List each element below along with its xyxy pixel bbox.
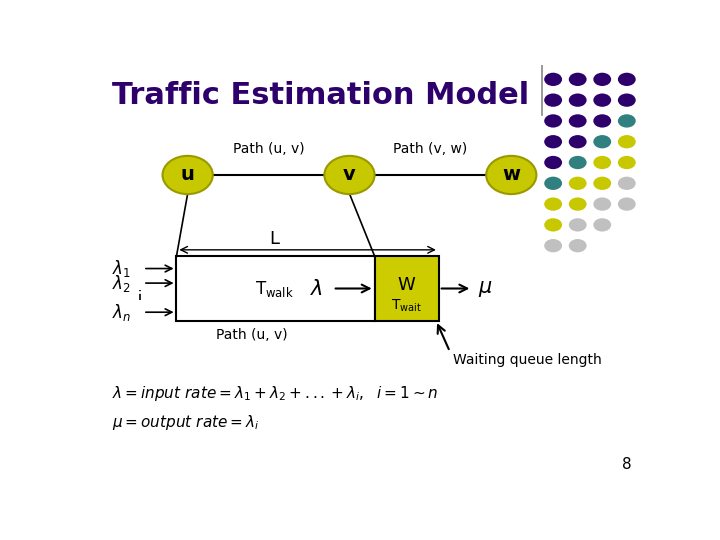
Circle shape: [544, 239, 562, 252]
Circle shape: [569, 218, 587, 232]
Ellipse shape: [163, 156, 213, 194]
Text: $\lambda_2$: $\lambda_2$: [112, 273, 131, 294]
Circle shape: [618, 156, 636, 169]
Circle shape: [544, 218, 562, 232]
Bar: [176, 256, 374, 321]
Circle shape: [544, 177, 562, 190]
Text: T$_{\mathregular{walk}}$: T$_{\mathregular{walk}}$: [255, 279, 294, 299]
Text: v: v: [343, 165, 356, 185]
Circle shape: [544, 135, 562, 148]
Circle shape: [569, 177, 587, 190]
Text: Traffic Estimation Model: Traffic Estimation Model: [112, 82, 530, 111]
Circle shape: [569, 198, 587, 211]
Text: $\lambda_1$: $\lambda_1$: [112, 258, 131, 279]
Circle shape: [544, 73, 562, 86]
Text: Path (u, v): Path (u, v): [216, 328, 287, 342]
Circle shape: [569, 135, 587, 148]
Circle shape: [593, 218, 611, 232]
Text: $\mu$: $\mu$: [478, 279, 492, 299]
Text: $\lambda = input\ rate = \lambda_1 + \lambda_2 + ... + \lambda_i,\ \ i = 1 \sim : $\lambda = input\ rate = \lambda_1 + \la…: [112, 384, 439, 403]
Text: Path (u, v): Path (u, v): [233, 142, 305, 156]
Text: W: W: [397, 276, 415, 294]
Circle shape: [569, 156, 587, 169]
Circle shape: [593, 73, 611, 86]
Text: w: w: [503, 165, 521, 185]
Circle shape: [593, 114, 611, 127]
Text: Waiting queue length: Waiting queue length: [453, 353, 601, 367]
Circle shape: [569, 93, 587, 107]
Circle shape: [569, 114, 587, 127]
Circle shape: [569, 239, 587, 252]
Ellipse shape: [486, 156, 536, 194]
Circle shape: [618, 198, 636, 211]
Text: Path (v, w): Path (v, w): [393, 142, 467, 156]
Circle shape: [618, 73, 636, 86]
Circle shape: [618, 93, 636, 107]
Text: 8: 8: [621, 457, 631, 472]
Bar: [374, 256, 438, 321]
Circle shape: [593, 93, 611, 107]
Circle shape: [593, 198, 611, 211]
Circle shape: [544, 93, 562, 107]
Circle shape: [618, 114, 636, 127]
Text: L: L: [269, 230, 279, 248]
Text: $\lambda_n$: $\lambda_n$: [112, 302, 132, 323]
Text: u: u: [181, 165, 194, 185]
Circle shape: [618, 177, 636, 190]
Circle shape: [544, 198, 562, 211]
Circle shape: [544, 156, 562, 169]
Circle shape: [544, 114, 562, 127]
Ellipse shape: [324, 156, 374, 194]
Circle shape: [593, 135, 611, 148]
Circle shape: [569, 73, 587, 86]
Circle shape: [593, 156, 611, 169]
Text: $\mu = output\ rate = \lambda_i$: $\mu = output\ rate = \lambda_i$: [112, 413, 260, 432]
Circle shape: [618, 135, 636, 148]
Text: $\lambda$: $\lambda$: [310, 279, 323, 299]
Circle shape: [593, 177, 611, 190]
Text: T$_{\mathregular{wait}}$: T$_{\mathregular{wait}}$: [391, 298, 422, 314]
